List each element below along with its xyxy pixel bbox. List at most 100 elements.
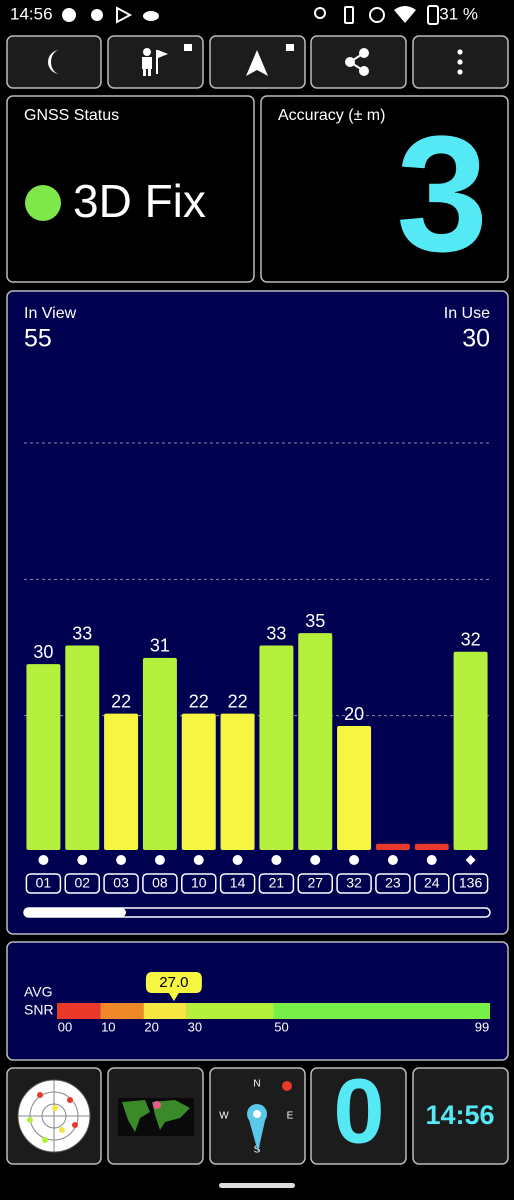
prn-box: [414, 873, 450, 894]
prn-label: 136: [459, 875, 483, 891]
in-use-label: In Use: [444, 305, 490, 322]
prn-label: 24: [424, 875, 440, 891]
prn-box: [64, 873, 100, 894]
value-label: 30: [33, 642, 53, 662]
bar: [104, 713, 139, 850]
prn-box: [142, 873, 178, 894]
snr-tick-label: 50: [274, 1019, 288, 1034]
bar: [142, 657, 177, 850]
scroll-thumb[interactable]: [24, 908, 126, 917]
status-time: 14:56: [10, 4, 53, 23]
in-use-marker: [465, 855, 476, 865]
in-use-marker: [387, 855, 398, 865]
speed-tile[interactable]: [310, 1067, 407, 1165]
bar: [65, 645, 100, 850]
prn-box: [25, 873, 62, 894]
nav-handle[interactable]: [219, 1183, 295, 1188]
snr-segment: [57, 1003, 101, 1019]
prn-label: 32: [346, 875, 362, 891]
value-label: 20: [344, 704, 364, 724]
value-label: 22: [111, 691, 131, 711]
gnss-status-title: GNSS Status: [24, 107, 119, 124]
bar: [220, 713, 255, 850]
in-use-marker: [38, 855, 49, 865]
snr-bars: 30 01 33 02 22 03 31 08 22 10 22 14 33 21 35 27 20 32 23 24…: [24, 442, 490, 894]
value-label: 35: [305, 611, 325, 631]
compass-west: W: [219, 1111, 229, 1122]
accuracy-panel: [260, 95, 509, 283]
prn-label: 14: [230, 875, 246, 891]
bar: [453, 651, 488, 850]
in-use-marker: [426, 855, 437, 865]
avg-label: AVG: [24, 984, 53, 1000]
speed-value: 0: [333, 1060, 384, 1162]
in-use-count: 30: [462, 325, 490, 353]
share-icon: [345, 48, 369, 76]
in-use-marker: [193, 855, 204, 865]
prn-box: [452, 873, 489, 894]
clock-tile[interactable]: [412, 1067, 509, 1165]
in-view-label: In View: [24, 305, 77, 322]
in-view-count: 55: [24, 325, 52, 353]
prn-label: 27: [307, 875, 323, 891]
bar: [298, 633, 333, 850]
compass-dot: [282, 1081, 292, 1091]
in-use-marker: [232, 855, 243, 865]
snr-scale: 00 10 20 30 50 99 27.0: [57, 972, 490, 1034]
fix-indicator: [25, 185, 61, 221]
avg-marker: [145, 972, 202, 1001]
in-use-marker: [310, 855, 321, 865]
prn-label: 08: [152, 875, 168, 891]
in-use-marker: [116, 855, 127, 865]
compass-needle: [247, 1104, 267, 1152]
sky-view-icon: [17, 1079, 91, 1153]
bar: [414, 843, 449, 850]
snr-tick-label: 30: [188, 1019, 202, 1034]
world-map-icon: [118, 1098, 194, 1136]
bar: [375, 843, 410, 850]
snr-segment: [273, 1003, 490, 1019]
compass-east: E: [287, 1111, 294, 1122]
gnss-status-panel: [6, 95, 255, 283]
clock-value: 14:56: [425, 1100, 494, 1130]
menu-icon: [457, 49, 463, 75]
snr-tick-label: 20: [144, 1019, 158, 1034]
assist-button[interactable]: [107, 35, 204, 89]
value-label: 33: [266, 623, 286, 643]
prn-box: [103, 873, 139, 894]
compass-north: N: [253, 1079, 260, 1090]
bar: [259, 645, 294, 850]
prn-box: [258, 873, 295, 894]
moon-icon: [48, 50, 60, 74]
arrow-icon: [246, 44, 294, 76]
prn-label: 23: [385, 875, 401, 891]
prn-label: 10: [191, 875, 207, 891]
prn-box: [375, 873, 411, 894]
in-use-marker: [271, 855, 282, 865]
share-button[interactable]: [310, 35, 407, 89]
person-icon: [142, 44, 192, 76]
bar: [337, 726, 372, 850]
snr-segment: [100, 1003, 144, 1019]
status-icons: [62, 5, 439, 25]
accuracy-value: 3: [396, 102, 488, 286]
prn-box: [336, 873, 372, 894]
snr-label: SNR: [24, 1002, 54, 1018]
prn-box: [297, 873, 333, 894]
night-mode-button[interactable]: [6, 35, 102, 89]
snr-segment: [143, 1003, 187, 1019]
snr-tick-label: 00: [58, 1019, 72, 1034]
in-use-marker: [154, 855, 165, 865]
in-use-marker: [349, 855, 360, 865]
prn-label: 21: [269, 875, 285, 891]
snr-segment: [186, 1003, 274, 1019]
avg-value: 27.0: [159, 974, 188, 991]
value-label: 32: [461, 629, 481, 649]
status-battery: 31 %: [439, 4, 478, 23]
prn-label: 03: [113, 875, 129, 891]
fix-text: 3D Fix: [73, 175, 206, 227]
value-label: 22: [189, 691, 209, 711]
compass-south: S: [254, 1145, 261, 1156]
